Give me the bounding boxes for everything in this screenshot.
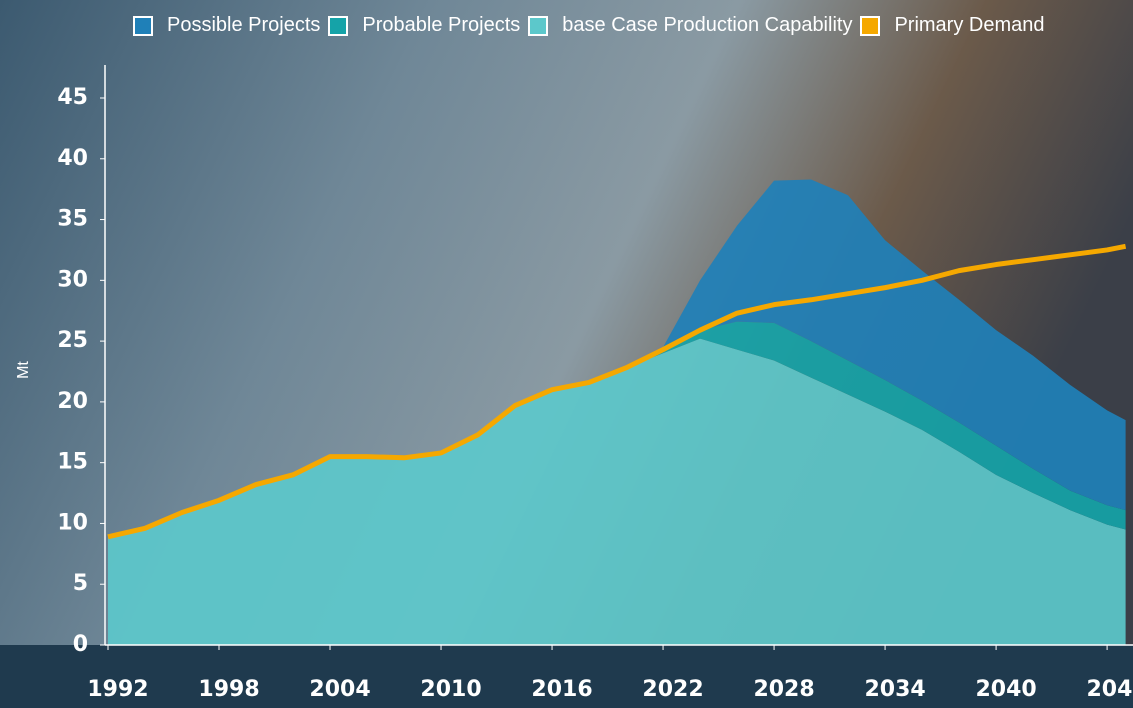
legend-label: Possible Projects bbox=[167, 14, 321, 36]
x-tick-label: 2040 bbox=[975, 677, 1036, 702]
x-tick-label: 2022 bbox=[642, 677, 703, 702]
legend-swatch bbox=[860, 15, 881, 36]
legend: Possible Projects Probable Projects base C… bbox=[133, 14, 1053, 37]
legend-item: Possible Projects bbox=[133, 14, 320, 37]
x-tick-label: 2034 bbox=[864, 677, 925, 702]
x-tick-label: 2016 bbox=[531, 677, 592, 702]
y-tick-label: 30 bbox=[57, 267, 88, 292]
y-tick-label: 40 bbox=[57, 146, 88, 171]
y-axis-label: Mt bbox=[15, 361, 32, 379]
y-tick-label: 0 bbox=[73, 632, 88, 657]
legend-swatch bbox=[133, 15, 153, 36]
area bbox=[108, 321, 1126, 537]
legend-swatch bbox=[528, 15, 549, 36]
x-tick-label: 2004 bbox=[309, 677, 370, 702]
x-tick-label: 1992 bbox=[87, 677, 148, 702]
y-tick-label: 15 bbox=[57, 450, 88, 475]
area bbox=[108, 179, 1126, 537]
demand-line bbox=[107, 243, 1127, 540]
y-tick-label: 35 bbox=[57, 207, 88, 232]
area bbox=[108, 338, 1126, 645]
x-tick-label: 2046 bbox=[1086, 677, 1133, 702]
y-tick-label: 45 bbox=[57, 85, 88, 110]
x-tick-label: 2028 bbox=[753, 677, 814, 702]
legend-swatch bbox=[328, 15, 349, 36]
legend-label: Probable Projects bbox=[362, 14, 521, 36]
x-tick-label: 1998 bbox=[198, 677, 259, 702]
y-tick-label: 5 bbox=[73, 571, 88, 596]
y-tick-label: 25 bbox=[57, 328, 88, 353]
legend-item: Probable Projects bbox=[328, 14, 520, 37]
y-tick-label: 10 bbox=[57, 510, 88, 535]
legend-label: base Case Production Capability bbox=[562, 14, 853, 36]
legend-label: Primary Demand bbox=[894, 14, 1045, 36]
legend-item: base Case Production Capability bbox=[528, 14, 852, 37]
y-tick-label: 20 bbox=[57, 389, 88, 414]
x-tick-label: 2010 bbox=[420, 677, 481, 702]
legend-item: Primary Demand bbox=[860, 14, 1045, 37]
footer-band bbox=[0, 645, 1133, 708]
